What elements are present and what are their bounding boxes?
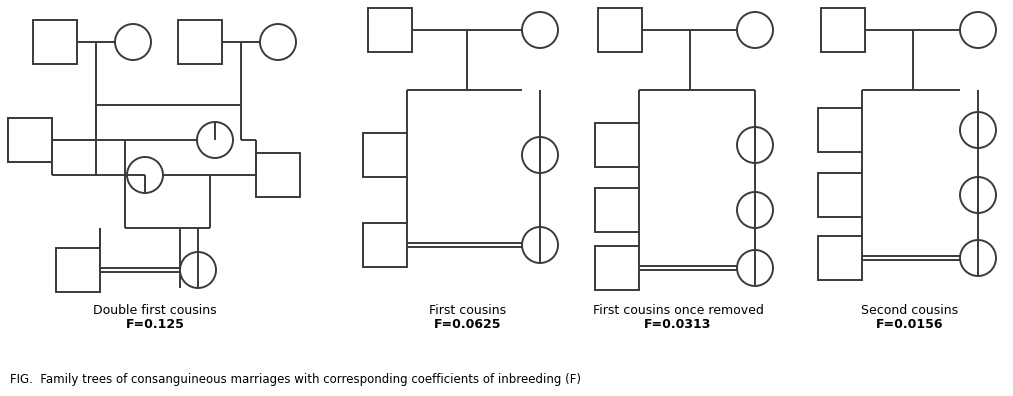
Circle shape bbox=[127, 157, 163, 193]
Bar bbox=[595, 246, 639, 290]
Bar bbox=[363, 223, 407, 267]
Text: Second cousins: Second cousins bbox=[861, 303, 958, 316]
Bar bbox=[256, 153, 300, 197]
Circle shape bbox=[522, 12, 558, 48]
Text: F=0.0156: F=0.0156 bbox=[876, 318, 944, 331]
Circle shape bbox=[197, 122, 233, 158]
Circle shape bbox=[522, 227, 558, 263]
Bar bbox=[8, 118, 52, 162]
Circle shape bbox=[180, 252, 216, 288]
Text: FIG.  Family trees of consanguineous marriages with corresponding coefficients o: FIG. Family trees of consanguineous marr… bbox=[10, 373, 581, 386]
Circle shape bbox=[737, 250, 773, 286]
Circle shape bbox=[737, 12, 773, 48]
Circle shape bbox=[960, 240, 996, 276]
Bar bbox=[595, 123, 639, 167]
Circle shape bbox=[115, 24, 151, 60]
Circle shape bbox=[960, 12, 996, 48]
Bar bbox=[368, 8, 412, 52]
Bar bbox=[56, 248, 100, 292]
Bar bbox=[33, 20, 77, 64]
Text: Double first cousins: Double first cousins bbox=[93, 303, 217, 316]
Circle shape bbox=[522, 137, 558, 173]
Text: F=0.0625: F=0.0625 bbox=[435, 318, 501, 331]
Bar bbox=[819, 108, 862, 152]
Circle shape bbox=[960, 112, 996, 148]
Bar bbox=[178, 20, 222, 64]
Circle shape bbox=[737, 127, 773, 163]
Bar bbox=[821, 8, 865, 52]
Text: F=0.0313: F=0.0313 bbox=[644, 318, 712, 331]
Circle shape bbox=[260, 24, 296, 60]
Text: First cousins once removed: First cousins once removed bbox=[593, 303, 764, 316]
Bar bbox=[819, 173, 862, 217]
Bar bbox=[598, 8, 642, 52]
Text: First cousins: First cousins bbox=[430, 303, 506, 316]
Bar bbox=[819, 236, 862, 280]
Bar bbox=[363, 133, 407, 177]
Text: F=0.125: F=0.125 bbox=[126, 318, 184, 331]
Bar bbox=[595, 188, 639, 232]
Circle shape bbox=[960, 177, 996, 213]
Bar bbox=[8, 118, 52, 162]
Circle shape bbox=[737, 192, 773, 228]
